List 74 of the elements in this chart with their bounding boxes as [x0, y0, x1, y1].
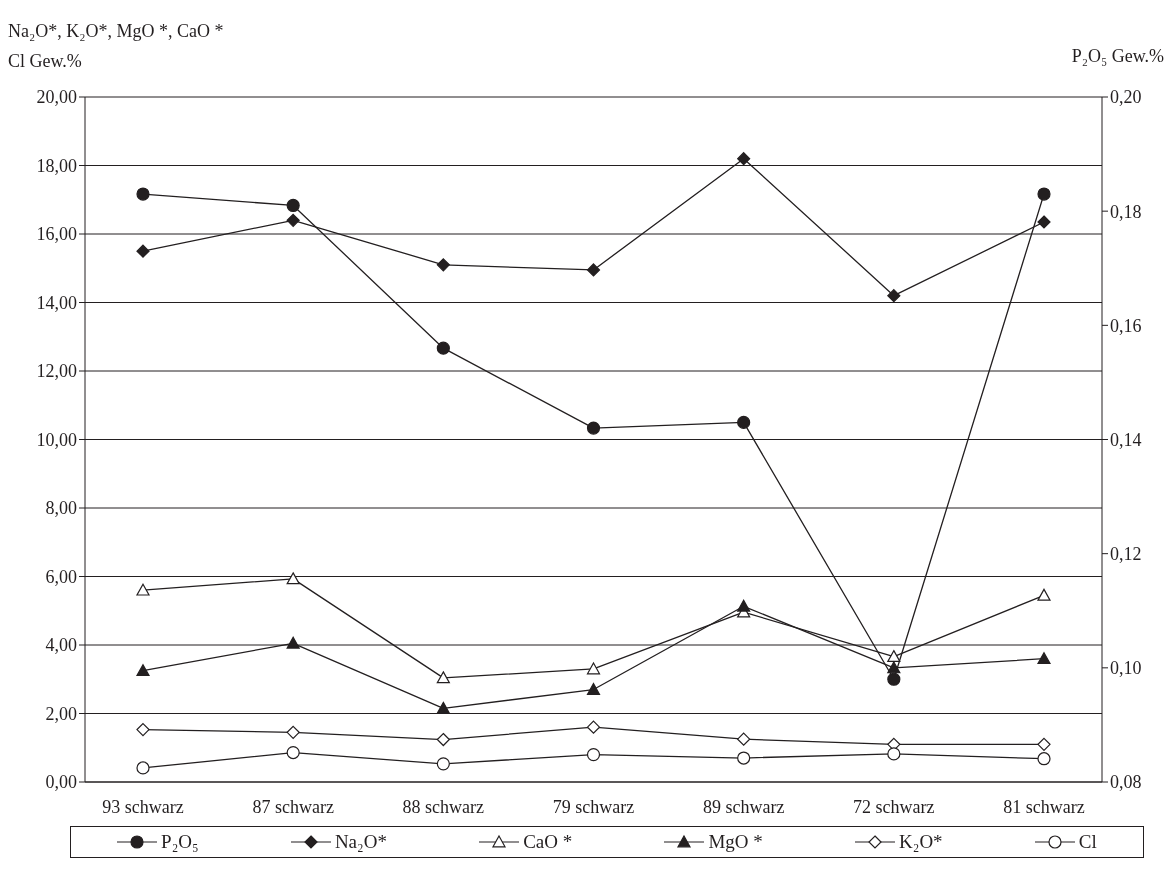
y2-tick-label: 0,12	[1110, 544, 1142, 565]
point	[586, 662, 601, 675]
point	[436, 671, 450, 684]
point	[286, 572, 300, 585]
y-tick-label: 10,00	[36, 429, 77, 450]
point	[887, 737, 901, 751]
point	[737, 732, 751, 746]
legend-label: K₂O*	[899, 831, 943, 853]
point	[586, 682, 601, 695]
y-tick-label: 4,00	[45, 635, 77, 656]
point	[1037, 215, 1051, 229]
x-tick-label: 79 schwarz	[552, 796, 635, 817]
y2-axis-title: P₂O₅ Gew.%	[1071, 46, 1164, 67]
y2-tick-label: 0,16	[1110, 315, 1142, 336]
point	[136, 664, 150, 677]
point	[887, 747, 901, 761]
y-tick-label: 20,00	[36, 87, 77, 108]
y-tick-label: 8,00	[45, 498, 77, 519]
y-tick-label: 2,00	[45, 703, 77, 724]
y-tick-label: 6,00	[45, 566, 77, 587]
point	[286, 213, 300, 227]
y2-tick-label: 0,20	[1110, 87, 1142, 108]
point	[136, 187, 150, 201]
point	[436, 732, 450, 747]
point	[1037, 187, 1051, 201]
point	[1037, 737, 1051, 751]
legend-label: Na₂O*	[334, 831, 387, 853]
point	[887, 289, 901, 303]
y2-tick-label: 0,14	[1110, 429, 1142, 450]
y2-tick-label: 0,18	[1110, 201, 1142, 222]
point	[1037, 652, 1051, 665]
point	[436, 258, 450, 272]
point	[136, 244, 150, 258]
legend-label: Cl	[1078, 831, 1097, 853]
point	[286, 636, 300, 649]
x-tick-label: 87 schwarz	[252, 796, 334, 817]
y-tick-label: 18,00	[36, 155, 77, 176]
x-tick-label: 89 schwarz	[702, 796, 785, 817]
point	[1037, 752, 1051, 766]
y2-tick-label: 0,10	[1110, 658, 1142, 679]
point	[286, 725, 300, 739]
legend-label: MgO *	[708, 831, 763, 853]
point	[737, 415, 751, 429]
point	[586, 421, 601, 435]
x-tick-label: 88 schwarz	[402, 796, 485, 817]
y-tick-label: 0,00	[45, 772, 77, 793]
y-tick-label: 14,00	[36, 292, 77, 313]
point	[436, 757, 450, 771]
point	[737, 751, 751, 765]
y-tick-label: 16,00	[36, 224, 77, 245]
point	[737, 152, 751, 166]
legend-label: CaO *	[523, 831, 573, 853]
x-tick-label: 72 schwarz	[853, 796, 935, 817]
y-axis-title: Na₂O*, K₂O*, MgO *, CaO * Cl Gew.%	[8, 20, 224, 73]
y2-tick-label: 0,08	[1110, 772, 1142, 793]
point	[586, 720, 601, 734]
x-tick-label: 93 schwarz	[102, 796, 184, 817]
point	[136, 723, 150, 737]
point	[1037, 588, 1051, 601]
x-tick-label: 81 schwarz	[1003, 796, 1085, 817]
point	[136, 583, 150, 596]
point	[286, 198, 300, 213]
point	[586, 263, 601, 277]
point	[737, 599, 751, 612]
point	[136, 761, 150, 775]
point	[436, 701, 450, 714]
legend-label: P₂O₅	[161, 831, 199, 853]
point	[286, 745, 300, 760]
point	[887, 650, 901, 663]
point	[586, 748, 601, 762]
point	[887, 661, 901, 674]
point	[887, 672, 901, 686]
point	[436, 341, 450, 355]
y-tick-label: 12,00	[36, 361, 77, 382]
